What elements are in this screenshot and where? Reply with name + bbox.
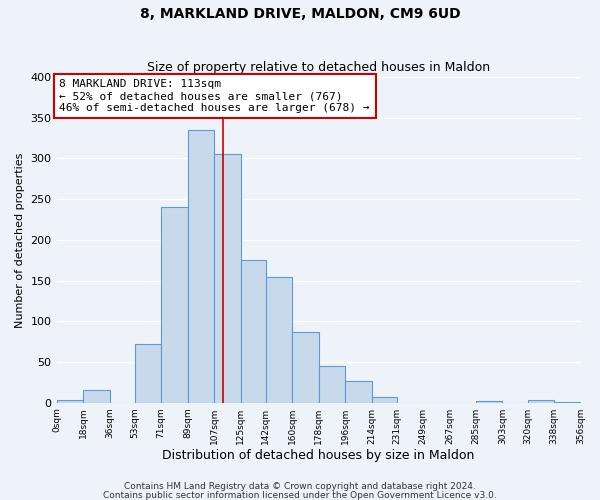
Bar bbox=[292, 332, 319, 402]
X-axis label: Distribution of detached houses by size in Maldon: Distribution of detached houses by size … bbox=[163, 450, 475, 462]
Bar bbox=[214, 154, 241, 402]
Bar bbox=[527, 400, 554, 402]
Bar bbox=[319, 366, 345, 403]
Text: Contains HM Land Registry data © Crown copyright and database right 2024.: Contains HM Land Registry data © Crown c… bbox=[124, 482, 476, 491]
Bar bbox=[83, 390, 110, 402]
Text: Contains public sector information licensed under the Open Government Licence v3: Contains public sector information licen… bbox=[103, 490, 497, 500]
Bar bbox=[371, 397, 397, 402]
Bar bbox=[241, 260, 266, 402]
Bar bbox=[134, 344, 161, 403]
Title: Size of property relative to detached houses in Maldon: Size of property relative to detached ho… bbox=[147, 62, 490, 74]
Bar bbox=[266, 276, 292, 402]
Bar bbox=[161, 208, 188, 402]
Bar bbox=[476, 401, 502, 402]
Y-axis label: Number of detached properties: Number of detached properties bbox=[15, 152, 25, 328]
Text: 8, MARKLAND DRIVE, MALDON, CM9 6UD: 8, MARKLAND DRIVE, MALDON, CM9 6UD bbox=[140, 8, 460, 22]
Text: 8 MARKLAND DRIVE: 113sqm
← 52% of detached houses are smaller (767)
46% of semi-: 8 MARKLAND DRIVE: 113sqm ← 52% of detach… bbox=[59, 80, 370, 112]
Bar bbox=[345, 380, 371, 402]
Bar bbox=[56, 400, 83, 402]
Bar bbox=[188, 130, 214, 402]
